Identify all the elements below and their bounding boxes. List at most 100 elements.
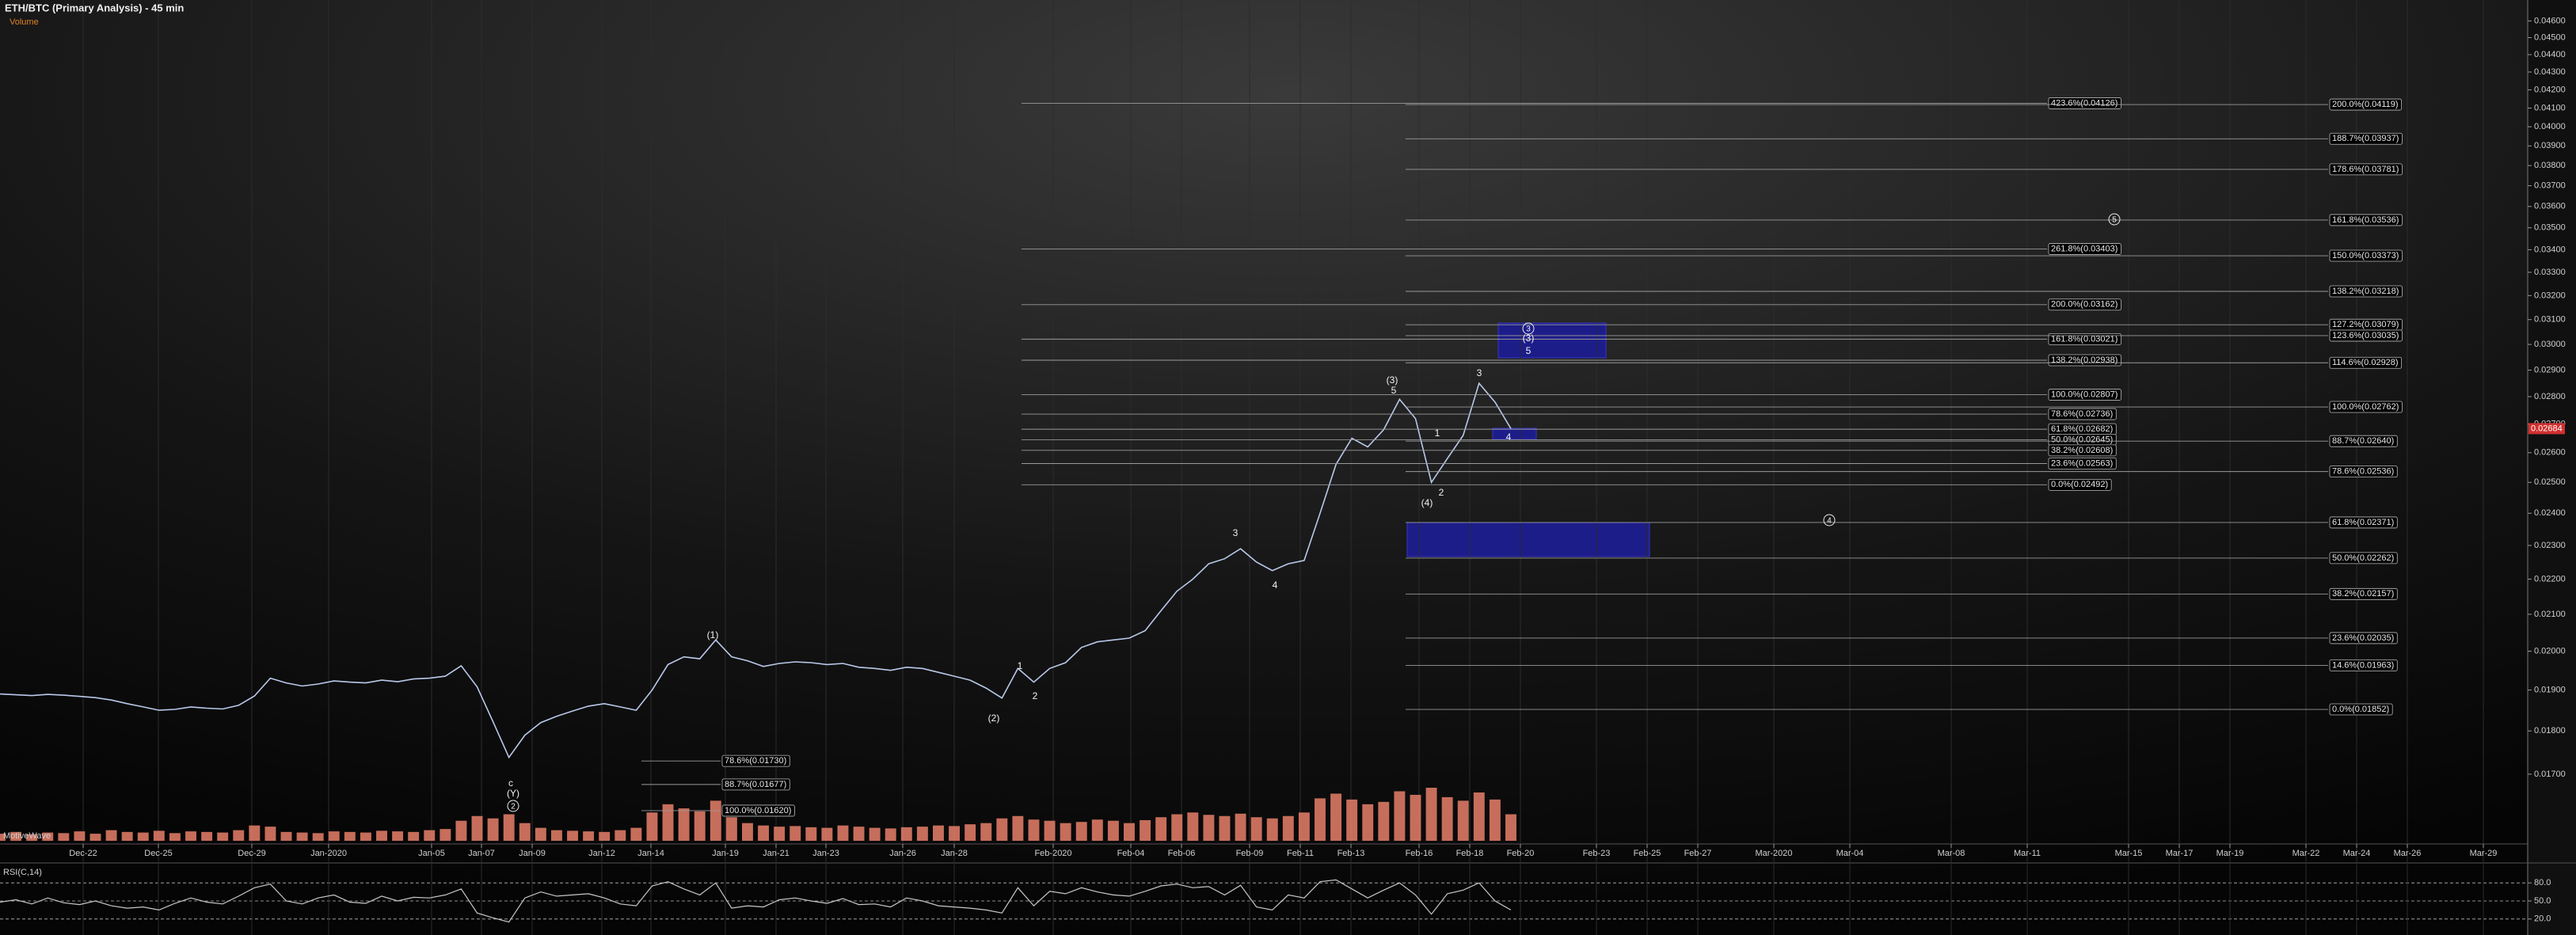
wave-label: 4 — [1506, 431, 1512, 443]
fib-label: 0.0%(0.01852) — [2332, 705, 2389, 714]
fib-label-box — [2048, 444, 2117, 457]
volume-bar — [1282, 815, 1294, 841]
rsi-title: RSI(C,14) — [3, 868, 42, 877]
y-tick-label: 0.02600 — [2534, 448, 2566, 458]
fib-label: 200.0%(0.04119) — [2332, 100, 2399, 109]
volume-bar — [678, 808, 690, 841]
fib-label: 38.2%(0.02157) — [2332, 589, 2394, 599]
x-tick-label: Dec-29 — [238, 849, 265, 858]
last-price-tag — [2528, 423, 2565, 435]
volume-bar — [1124, 823, 1135, 841]
fib-label: 423.6%(0.04126) — [2051, 98, 2117, 108]
fib-label-box — [2329, 285, 2403, 298]
wave-label: 2 — [511, 803, 516, 811]
fib-label: 78.6%(0.02536) — [2332, 467, 2394, 477]
y-tick-label: 20.0 — [2534, 914, 2551, 924]
volume-bar — [1075, 822, 1087, 841]
fib-label-box — [721, 778, 790, 791]
fib-label: 188.7%(0.03937) — [2332, 134, 2399, 143]
volume-bar — [980, 823, 992, 841]
wave-label: (3) — [1523, 333, 1535, 344]
x-tick-label: Jan-14 — [637, 849, 664, 858]
y-tick-label: 0.03600 — [2534, 202, 2566, 211]
volume-bar — [185, 831, 196, 841]
volume-bar — [949, 826, 961, 841]
x-tick-label: Jan-28 — [941, 849, 968, 858]
volume-bar — [1091, 819, 1103, 841]
fib-label: 50.0%(0.02645) — [2051, 435, 2113, 444]
x-tick-label: Jan-05 — [418, 849, 445, 858]
fib-label: 261.8%(0.03403) — [2051, 244, 2117, 253]
volume-bar — [725, 817, 737, 841]
volume-bar — [535, 827, 546, 841]
fib-label-box — [2329, 466, 2398, 478]
x-tick-label: Feb-06 — [1168, 849, 1196, 858]
volume-bar — [1346, 799, 1358, 841]
wave-label: 1 — [1018, 660, 1023, 671]
target-zone — [1406, 522, 1650, 557]
volume-bar — [296, 832, 308, 841]
volume-bar — [360, 832, 371, 841]
volume-bar — [805, 827, 817, 841]
volume-bar — [233, 830, 245, 841]
volume-bar — [1315, 798, 1326, 841]
x-tick-label: Mar-17 — [2166, 849, 2194, 858]
wave-circle — [1522, 322, 1535, 335]
volume-bar — [583, 831, 595, 841]
volume-bar — [1330, 793, 1342, 841]
fib-label-box — [2048, 458, 2117, 469]
volume-bar — [26, 834, 38, 841]
y-tick-label: 0.02900 — [2534, 365, 2566, 374]
fib-label-box — [2329, 356, 2402, 369]
x-tick-label: Jan-12 — [588, 849, 615, 858]
volume-bar — [42, 832, 54, 841]
chart-title: ETH/BTC (Primary Analysis) - 45 min — [5, 2, 184, 13]
y-tick-label: 0.03400 — [2534, 245, 2566, 254]
volume-bar — [1378, 801, 1390, 841]
volume-bar — [344, 831, 356, 841]
volume-bar — [217, 832, 229, 841]
x-tick-label: Feb-13 — [1337, 849, 1365, 858]
fib-label-box — [2329, 632, 2398, 644]
y-tick-label: 0.03800 — [2534, 161, 2566, 170]
x-tick-label: Feb-20 — [1507, 849, 1535, 858]
wave-circle — [507, 800, 519, 812]
fib-label-box — [2048, 389, 2121, 401]
y-tick-label: 50.0 — [2534, 896, 2551, 906]
y-tick-label: 0.04400 — [2534, 50, 2566, 59]
x-tick-label: Mar-15 — [2115, 849, 2143, 858]
y-tick-label: 0.03200 — [2534, 291, 2566, 300]
fib-label-box — [2329, 587, 2398, 600]
volume-bar — [1489, 799, 1501, 841]
fib-label: 138.2%(0.03218) — [2332, 287, 2399, 296]
fib-label-box — [2048, 333, 2121, 345]
volume-bar — [933, 825, 944, 841]
target-zone — [1497, 322, 1607, 359]
x-tick-label: Dec-22 — [69, 849, 97, 858]
x-tick-label: Mar-22 — [2293, 849, 2320, 858]
wave-label: 3 — [1526, 325, 1531, 334]
volume-bar — [105, 830, 117, 841]
volume-bar — [1044, 820, 1056, 841]
fib-label: 78.6%(0.02736) — [2051, 409, 2113, 419]
fib-label-box — [721, 754, 790, 767]
x-tick-label: Mar-2020 — [1755, 849, 1792, 858]
x-tick-label: Feb-04 — [1117, 849, 1145, 858]
wave-label: 5 — [2112, 216, 2117, 225]
volume-bar — [758, 825, 769, 841]
y-tick-label: 0.03100 — [2534, 315, 2566, 325]
wave-label: 4 — [1273, 580, 1278, 591]
wave-label: 5 — [1391, 385, 1397, 396]
volume-bar — [392, 831, 404, 841]
volume-bar — [1219, 815, 1231, 841]
fib-label: 38.2%(0.02608) — [2051, 446, 2113, 455]
x-tick-label: Jan-19 — [712, 849, 739, 858]
fib-label: 178.6%(0.03781) — [2332, 165, 2399, 174]
x-tick-label: Dec-25 — [144, 849, 172, 858]
y-tick-label: 0.04500 — [2534, 32, 2566, 42]
volume-bar — [153, 830, 165, 841]
volume-bar — [837, 825, 849, 841]
x-tick-label: Mar-24 — [2343, 849, 2371, 858]
volume-bar — [58, 833, 70, 841]
